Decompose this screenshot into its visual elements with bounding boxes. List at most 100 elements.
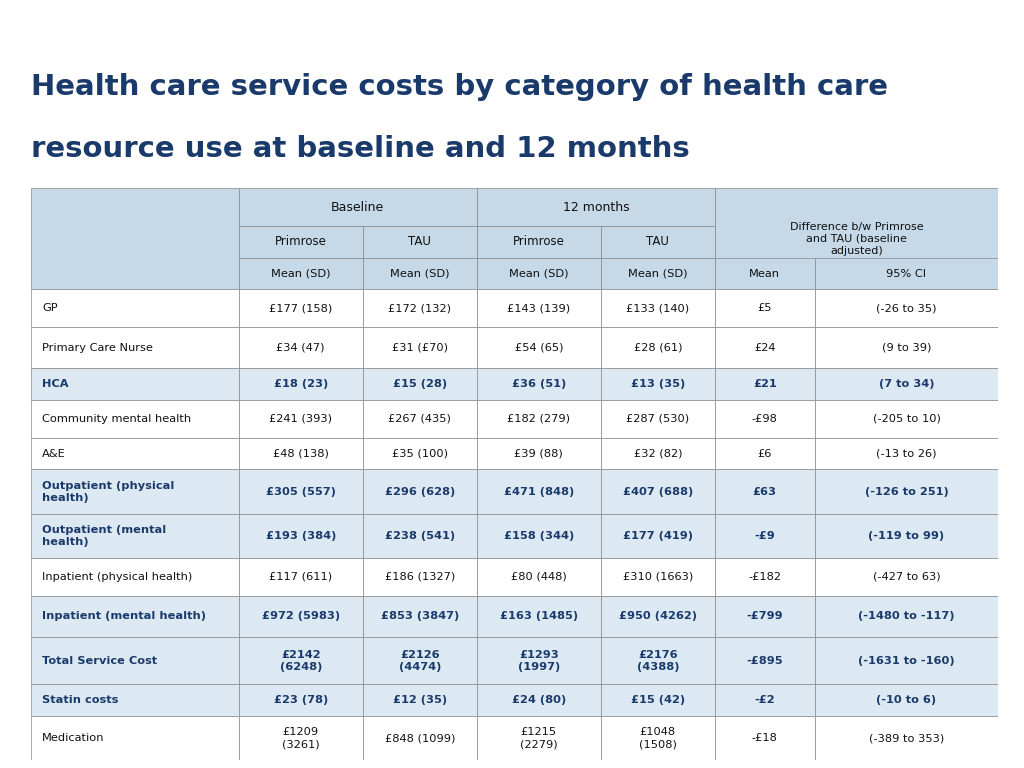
Bar (31, 400, 239, 438)
Bar (31, 596, 239, 637)
Bar (239, 290, 362, 327)
Bar (239, 188, 477, 226)
Text: (-1631 to -160): (-1631 to -160) (858, 656, 954, 666)
Text: £1293
(1997): £1293 (1997) (517, 650, 560, 672)
Bar (477, 469, 601, 514)
Text: Inpatient (physical health): Inpatient (physical health) (42, 572, 193, 582)
Bar (362, 400, 477, 438)
Bar (362, 438, 477, 469)
Text: £24: £24 (754, 343, 775, 353)
Text: £35 (100): £35 (100) (392, 449, 447, 458)
Bar (239, 469, 362, 514)
Bar (362, 369, 477, 400)
Bar (239, 716, 362, 760)
Text: A&E: A&E (42, 449, 67, 458)
Text: -£18: -£18 (752, 733, 777, 743)
Bar (477, 438, 601, 469)
Bar (601, 558, 715, 596)
Text: £1215
(2279): £1215 (2279) (520, 727, 557, 750)
Bar (239, 258, 362, 290)
Bar (31, 327, 239, 369)
Bar (477, 327, 601, 369)
Bar (239, 637, 362, 684)
Bar (362, 514, 477, 558)
Bar (477, 400, 601, 438)
Bar (239, 514, 362, 558)
Text: (-389 to 353): (-389 to 353) (868, 733, 944, 743)
Text: £12 (35): £12 (35) (392, 695, 446, 705)
Bar (477, 637, 601, 684)
Bar (477, 514, 601, 558)
Text: £950 (4262): £950 (4262) (618, 611, 696, 621)
Bar (31, 558, 239, 596)
Bar (601, 716, 715, 760)
Text: -£2: -£2 (755, 695, 775, 705)
Bar (601, 258, 715, 290)
Bar (601, 327, 715, 369)
Text: (-10 to 6): (-10 to 6) (877, 695, 937, 705)
Bar (601, 637, 715, 684)
Text: -£799: -£799 (746, 611, 783, 621)
Text: Inpatient (mental health): Inpatient (mental health) (42, 611, 206, 621)
Bar (31, 469, 239, 514)
Text: £287 (530): £287 (530) (627, 414, 689, 424)
Bar (814, 716, 998, 760)
Text: £853 (3847): £853 (3847) (381, 611, 459, 621)
Bar (31, 684, 239, 716)
Bar (601, 469, 715, 514)
Text: Mean (SD): Mean (SD) (390, 269, 450, 279)
Bar (715, 558, 814, 596)
Bar (31, 188, 239, 290)
Text: £1209
(3261): £1209 (3261) (282, 727, 319, 750)
Text: £24 (80): £24 (80) (512, 695, 566, 705)
Text: £1048
(1508): £1048 (1508) (639, 727, 677, 750)
Text: Medication: Medication (42, 733, 104, 743)
Bar (362, 327, 477, 369)
Text: Mean (SD): Mean (SD) (509, 269, 568, 279)
Text: (-427 to 63): (-427 to 63) (872, 572, 940, 582)
Text: (7 to 34): (7 to 34) (879, 379, 934, 389)
Bar (601, 596, 715, 637)
Bar (601, 400, 715, 438)
Bar (601, 514, 715, 558)
Bar (31, 290, 239, 327)
Text: Primrose: Primrose (513, 236, 564, 248)
Text: £163 (1485): £163 (1485) (500, 611, 578, 621)
Bar (477, 258, 601, 290)
Text: £296 (628): £296 (628) (385, 487, 455, 497)
Text: £267 (435): £267 (435) (388, 414, 452, 424)
Bar (814, 400, 998, 438)
Bar (601, 684, 715, 716)
Text: £177 (419): £177 (419) (623, 531, 693, 541)
Text: £54 (65): £54 (65) (514, 343, 563, 353)
Bar (239, 684, 362, 716)
Text: £117 (611): £117 (611) (269, 572, 332, 582)
Bar (477, 226, 601, 258)
Text: GP: GP (42, 303, 58, 313)
Bar (362, 558, 477, 596)
Text: £143 (139): £143 (139) (507, 303, 570, 313)
Bar (31, 716, 239, 760)
Text: £18 (23): £18 (23) (273, 379, 328, 389)
Text: Community mental health: Community mental health (42, 414, 191, 424)
Text: (-205 to 10): (-205 to 10) (872, 414, 940, 424)
Bar (477, 596, 601, 637)
Bar (601, 369, 715, 400)
Bar (715, 369, 814, 400)
Text: Outpatient (physical
health): Outpatient (physical health) (42, 481, 175, 502)
Text: Health care service costs by category of health care: Health care service costs by category of… (31, 73, 888, 101)
Text: £63: £63 (753, 487, 777, 497)
Bar (362, 226, 477, 258)
Text: £848 (1099): £848 (1099) (385, 733, 455, 743)
Text: £193 (384): £193 (384) (265, 531, 336, 541)
Text: £241 (393): £241 (393) (269, 414, 332, 424)
Text: £34 (47): £34 (47) (276, 343, 325, 353)
Bar (239, 327, 362, 369)
Text: £186 (1327): £186 (1327) (385, 572, 455, 582)
Bar (601, 226, 715, 258)
Bar (477, 290, 601, 327)
Text: £80 (448): £80 (448) (511, 572, 566, 582)
Text: ⌂UCL: ⌂UCL (894, 24, 998, 58)
Text: -£895: -£895 (746, 656, 783, 666)
Text: £305 (557): £305 (557) (266, 487, 336, 497)
